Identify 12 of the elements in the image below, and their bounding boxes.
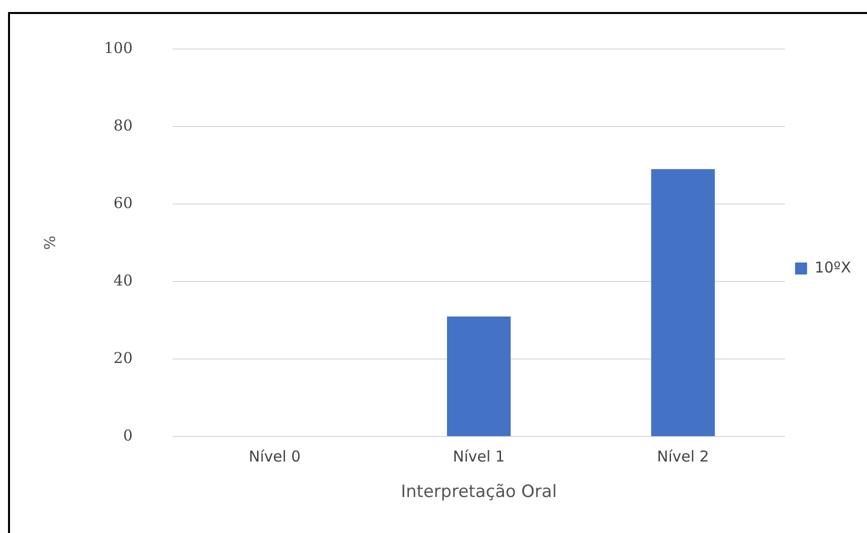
y-tick-label: 100 (104, 38, 133, 57)
x-axis-title: Interpretação Oral (400, 482, 557, 502)
y-tick-label: 60 (114, 194, 133, 212)
y-tick-label: 0 (123, 426, 133, 444)
y-tick-label: 40 (114, 271, 133, 290)
x-tick-label: Nível 1 (452, 447, 505, 466)
y-tick-label: 80 (114, 116, 133, 134)
y-tick-label: 20 (114, 348, 133, 367)
y-axis-title: % (40, 236, 59, 250)
x-tick-label: Nível 0 (248, 447, 301, 466)
legend-label: 10ºX (814, 258, 852, 276)
x-tick-label: Nível 2 (657, 447, 709, 466)
